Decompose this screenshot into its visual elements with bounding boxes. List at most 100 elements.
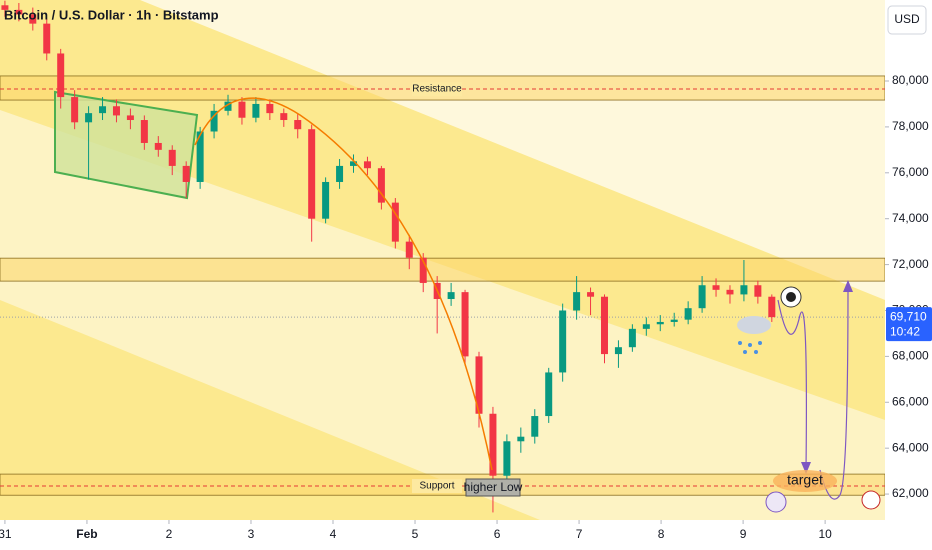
candle-body	[266, 103, 274, 114]
candle-body	[726, 289, 734, 295]
candle-body	[15, 9, 23, 15]
candle-body	[43, 23, 51, 54]
candle-body	[628, 328, 636, 348]
candle-body	[405, 241, 413, 258]
candle-body	[503, 441, 511, 476]
channel-band	[0, 0, 885, 420]
currency-box	[887, 5, 927, 35]
candle-body	[29, 14, 37, 24]
candle-body	[294, 120, 302, 130]
last-price-box	[886, 307, 932, 342]
path-arrow	[819, 284, 849, 500]
path-arrow	[777, 299, 807, 471]
time-axis	[0, 520, 885, 550]
candle-body	[112, 106, 120, 116]
candle-body	[614, 347, 622, 355]
y-tick-label: 66,000	[892, 394, 929, 408]
target-highlight	[773, 470, 837, 492]
last-price-label: 69,710	[890, 309, 927, 323]
candle-body	[280, 113, 288, 121]
candle-body	[461, 292, 469, 357]
candle-body	[587, 292, 595, 297]
zone-label-bg	[412, 479, 462, 494]
currency: USD	[894, 12, 920, 26]
candle-body	[600, 296, 608, 355]
candle-body	[238, 101, 246, 118]
candle-body	[182, 165, 190, 182]
candle-body	[85, 113, 93, 123]
candle-body	[712, 285, 720, 290]
candle-body	[377, 168, 385, 203]
candle-body	[517, 436, 525, 442]
candle-body	[322, 181, 330, 219]
y-tick-label: 62,000	[892, 486, 929, 500]
candle-body	[698, 285, 706, 309]
x-tick-label: 9	[740, 527, 747, 541]
candle-body	[740, 285, 748, 295]
x-tick-label: 6	[494, 527, 501, 541]
y-tick-label: 76,000	[892, 165, 929, 179]
y-tick-label: 64,000	[892, 440, 929, 454]
target-label: target	[787, 472, 823, 488]
y-tick-label: 80,000	[892, 73, 929, 87]
candle-body	[99, 106, 107, 114]
cloud-icon	[737, 316, 771, 334]
x-tick-label: 8	[658, 527, 665, 541]
countdown: 10:42	[890, 324, 920, 338]
higher-low-label: higher Low	[464, 480, 523, 494]
candle-body	[768, 296, 776, 318]
candle-body	[642, 324, 650, 329]
arrow-head	[843, 280, 853, 292]
candle-body	[210, 110, 218, 132]
candle-body	[475, 356, 483, 414]
candle-body	[126, 115, 134, 121]
y-tick-label: 74,000	[892, 211, 929, 225]
eye-pupil	[786, 292, 796, 302]
rain-icon	[738, 341, 762, 354]
candle-body	[559, 310, 567, 373]
candle-body	[140, 120, 148, 143]
candle-body	[489, 413, 497, 476]
candle-body	[363, 161, 371, 169]
candle-body	[419, 257, 427, 283]
zone-label: Support	[419, 481, 454, 492]
chart-title: Bitcoin / U.S. Dollar · 1h · Bitstamp	[4, 7, 219, 22]
x-tick-label: 4	[330, 527, 337, 541]
candle-body	[1, 5, 9, 10]
arc	[194, 97, 493, 471]
candle-body	[196, 131, 204, 182]
flag-icon	[861, 490, 881, 510]
candle-body	[57, 53, 65, 98]
x-tick-label: Feb	[76, 527, 97, 541]
zone-label-bg	[412, 82, 462, 97]
zone-label: Resistance	[412, 84, 462, 95]
x-tick-label: 10	[818, 527, 832, 541]
channel-band	[0, 300, 540, 520]
higher-low-box	[465, 478, 521, 497]
candle-body	[154, 142, 162, 150]
candle-body	[573, 292, 581, 311]
candle-body	[670, 319, 678, 322]
price-axis	[885, 0, 932, 550]
candle-body	[350, 161, 358, 166]
zone	[0, 257, 886, 282]
x-tick-label: 5	[412, 527, 419, 541]
y-tick-label: 78,000	[892, 119, 929, 133]
x-tick-label: 2	[166, 527, 173, 541]
candle-body	[656, 321, 664, 325]
arrow-head	[801, 462, 811, 474]
candle-body	[754, 285, 762, 297]
candle-body	[336, 165, 344, 182]
candle-body	[447, 292, 455, 300]
candle-body	[168, 149, 176, 166]
x-tick-label: 31	[0, 527, 12, 541]
candle-body	[391, 202, 399, 242]
candle-body	[684, 308, 692, 320]
y-tick-label: 72,000	[892, 257, 929, 271]
y-tick-label: 68,000	[892, 349, 929, 363]
candle-body	[252, 103, 260, 118]
flash-icon	[765, 491, 787, 513]
candle-body	[308, 129, 316, 219]
x-tick-label: 7	[576, 527, 583, 541]
